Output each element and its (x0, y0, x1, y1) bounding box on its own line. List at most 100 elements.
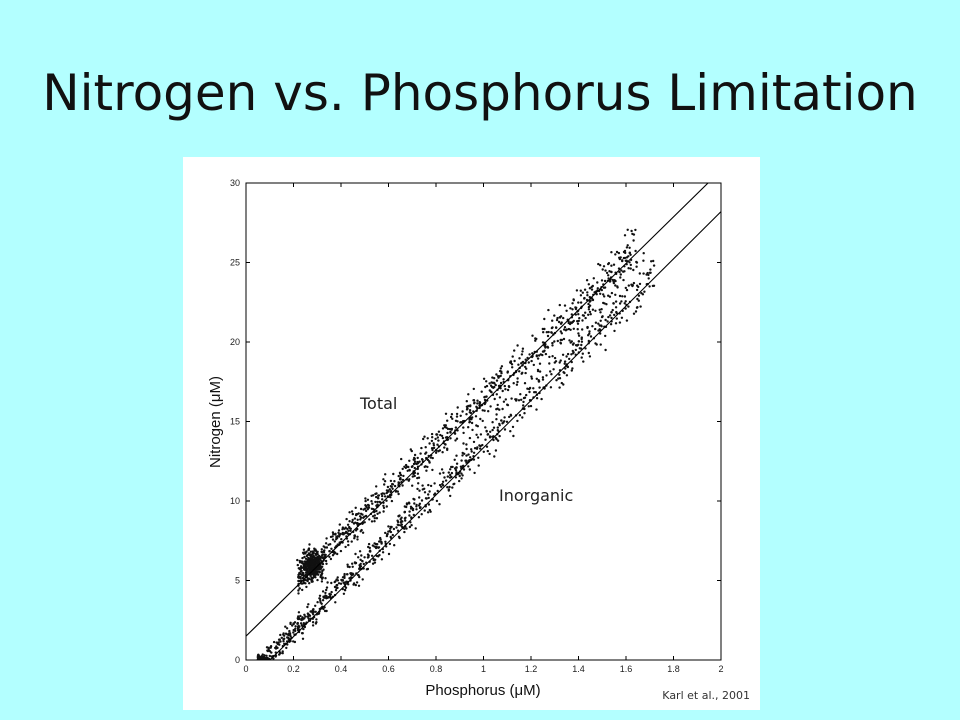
data-point (399, 474, 403, 477)
data-point (436, 443, 439, 446)
data-point (484, 426, 487, 429)
data-point (612, 263, 616, 266)
data-point (390, 485, 393, 488)
data-point (380, 558, 384, 561)
data-point (396, 529, 400, 532)
data-point (587, 313, 590, 316)
data-point (413, 474, 416, 478)
data-point (538, 370, 542, 373)
fit-lines-layer (246, 183, 721, 660)
data-point (546, 334, 550, 338)
data-point (579, 301, 583, 304)
data-point (381, 551, 385, 554)
data-point (281, 652, 284, 655)
data-point (566, 352, 570, 356)
data-point (309, 550, 313, 553)
data-point (598, 308, 601, 311)
data-point (418, 496, 421, 499)
data-point (429, 510, 432, 513)
data-point (568, 339, 571, 342)
data-point (289, 635, 292, 638)
data-point (426, 465, 429, 469)
data-point (574, 344, 578, 347)
data-point (600, 325, 603, 328)
data-point (364, 499, 367, 503)
data-point (551, 341, 554, 345)
data-point (367, 506, 371, 509)
data-point (328, 595, 332, 598)
data-point (572, 299, 575, 302)
data-point (379, 536, 382, 540)
x-ticks-layer: 0 0.2 0.4 0.6 0.8 1 1.2 1.4 1.6 1.8 2 (243, 183, 724, 674)
data-point (301, 551, 305, 554)
data-point (292, 628, 295, 632)
data-point (331, 538, 335, 541)
data-point (476, 402, 479, 405)
data-point (446, 427, 450, 431)
data-point (590, 288, 594, 291)
data-point (547, 330, 550, 334)
data-point (320, 550, 323, 553)
data-point (287, 632, 291, 635)
data-point (589, 313, 592, 316)
data-point (599, 311, 602, 314)
data-point (469, 456, 472, 459)
data-point (320, 573, 323, 577)
data-point (446, 486, 449, 489)
data-point (465, 447, 468, 451)
data-point (427, 483, 430, 487)
data-point (565, 374, 569, 377)
data-point (543, 317, 546, 321)
data-point (459, 414, 462, 417)
figure-panel: 0 0.2 0.4 0.6 0.8 1 1.2 1.4 1.6 1.8 2 0 5 10 15 20 25 30… (183, 157, 760, 710)
data-point (409, 448, 412, 451)
data-point (499, 367, 502, 370)
data-point (582, 360, 585, 363)
data-point (391, 533, 394, 537)
data-point (416, 462, 419, 465)
data-point (425, 469, 428, 472)
data-point (394, 490, 398, 493)
data-point (602, 265, 606, 268)
data-point (363, 521, 366, 524)
data-point (288, 629, 291, 633)
data-point (397, 492, 400, 496)
data-point (427, 503, 431, 506)
data-point (385, 499, 388, 502)
data-point (325, 562, 328, 565)
data-point (499, 374, 502, 378)
data-point (454, 426, 458, 429)
data-point (518, 414, 522, 417)
data-point (572, 342, 575, 345)
data-point (266, 657, 270, 660)
data-point (316, 553, 319, 556)
data-point (465, 461, 468, 464)
data-point (307, 614, 310, 617)
data-point (587, 334, 590, 337)
data-point (535, 355, 538, 358)
data-point (381, 494, 384, 498)
data-point (344, 545, 347, 549)
data-point (270, 651, 273, 654)
data-point (304, 571, 308, 574)
data-point (438, 472, 442, 475)
data-point (529, 404, 533, 408)
data-point (585, 279, 589, 282)
data-point (535, 377, 538, 380)
data-point (636, 297, 639, 301)
data-point (422, 437, 425, 441)
data-point (588, 355, 592, 358)
data-point (421, 488, 424, 491)
data-point (530, 359, 533, 363)
data-point (522, 400, 525, 404)
data-point (496, 439, 500, 442)
data-point (449, 473, 452, 477)
data-point (558, 361, 561, 364)
data-point (436, 436, 439, 439)
data-point (594, 327, 597, 331)
data-point (579, 294, 583, 297)
data-point (468, 409, 472, 412)
data-point (510, 397, 513, 400)
data-point (500, 365, 504, 368)
data-point (577, 301, 580, 304)
